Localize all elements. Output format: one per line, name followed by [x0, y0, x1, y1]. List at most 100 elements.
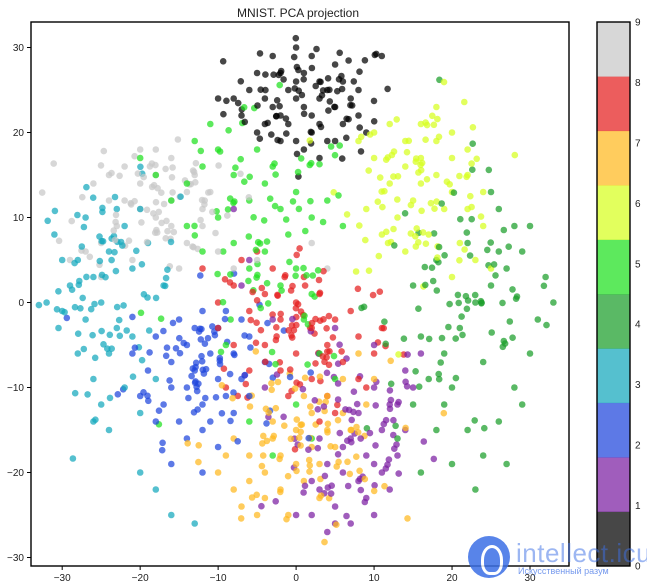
scatter-point-digit-8: [277, 310, 285, 318]
scatter-point-digit-5: [137, 309, 145, 317]
x-tick-label: 30: [524, 573, 536, 584]
scatter-point-digit-5: [261, 180, 269, 187]
colorbar-segment: [597, 22, 630, 77]
scatter-point-digit-1: [331, 503, 339, 510]
scatter-point-digit-7: [335, 458, 342, 466]
scatter-point-digit-8: [277, 316, 284, 323]
scatter-point-digit-8: [301, 282, 309, 289]
scatter-point-digit-8: [308, 324, 316, 332]
scatter-point-digit-0: [308, 112, 316, 119]
scatter-point-digit-1: [344, 482, 352, 490]
scatter-point-digit-1: [394, 401, 401, 408]
scatter-point-digit-5: [324, 197, 331, 204]
scatter-point-digit-6: [472, 256, 479, 264]
scatter-point-digit-5: [227, 316, 234, 323]
scatter-point-digit-4: [430, 230, 438, 237]
scatter-point-digit-3: [133, 247, 140, 255]
scatter-point-digit-3: [58, 256, 66, 264]
scatter-point-digit-5: [245, 277, 252, 285]
scatter-point-digit-7: [222, 452, 230, 459]
scatter-point-digit-2: [216, 360, 224, 368]
scatter-point-digit-1: [299, 385, 307, 393]
scatter-point-digit-6: [422, 119, 429, 126]
scatter-point-digit-9: [112, 211, 120, 219]
scatter-point-digit-3: [74, 211, 81, 219]
scatter-point-digit-2: [246, 392, 253, 400]
scatter-point-digit-8: [319, 353, 327, 360]
scatter-point-digit-4: [485, 166, 493, 174]
scatter-point-digit-6: [395, 351, 402, 358]
scatter-point-digit-2: [144, 367, 152, 374]
scatter-point-digit-0: [295, 66, 302, 74]
scatter-point-digit-7: [307, 403, 314, 410]
scatter-point-digit-5: [289, 198, 297, 205]
scatter-point-digit-4: [448, 384, 456, 391]
scatter-point-digit-0: [270, 71, 277, 78]
scatter-point-digit-1: [334, 451, 342, 458]
scatter-point-digit-2: [160, 401, 167, 408]
scatter-point-digit-6: [402, 248, 409, 255]
scatter-point-digit-2: [159, 439, 166, 447]
scatter-point-digit-1: [324, 528, 331, 536]
scatter-point-digit-0: [370, 97, 378, 105]
scatter-point-digit-6: [422, 136, 429, 143]
scatter-point-digit-8: [308, 375, 316, 383]
scatter-point-digit-4: [445, 323, 452, 331]
scatter-point-digit-2: [212, 394, 220, 401]
scatter-point-digit-6: [511, 151, 519, 159]
scatter-point-digit-0: [274, 136, 281, 144]
scatter-point-digit-7: [214, 469, 222, 476]
scatter-point-digit-4: [503, 265, 510, 272]
scatter-point-digit-8: [287, 287, 295, 294]
scatter-point-digit-1: [269, 316, 277, 323]
scatter-point-digit-0: [318, 92, 326, 99]
scatter-point-digit-5: [336, 142, 344, 149]
scatter-point-digit-1: [363, 494, 370, 502]
colorbar-tick-label: 4: [635, 320, 641, 331]
y-tick-label: −20: [7, 468, 24, 479]
scatter-point-digit-9: [215, 162, 222, 169]
scatter-point-digit-3: [136, 469, 144, 476]
scatter-point-digit-7: [381, 482, 388, 490]
scatter-point-digit-9: [129, 256, 136, 264]
scatter-point-digit-3: [108, 256, 115, 264]
scatter-point-digit-4: [509, 286, 516, 293]
scatter-point-digit-3: [108, 345, 115, 353]
scatter-point-digit-8: [376, 288, 384, 296]
colorbar-segment: [597, 294, 630, 349]
scatter-point-digit-6: [355, 137, 362, 145]
scatter-point-digit-2: [264, 319, 271, 327]
scatter-point-digit-8: [221, 276, 229, 283]
scatter-point-digit-4: [479, 452, 487, 459]
scatter-point-digit-0: [357, 148, 365, 155]
scatter-point-digit-6: [384, 239, 392, 247]
scatter-point-digit-4: [511, 384, 518, 391]
scatter-point-digit-0: [324, 86, 331, 94]
scatter-point-digit-6: [418, 207, 425, 215]
scatter-point-digit-4: [471, 291, 479, 299]
scatter-point-digit-4: [425, 335, 433, 343]
scatter-point-digit-5: [294, 168, 302, 176]
scatter-point-digit-4: [472, 486, 479, 493]
scatter-point-digit-4: [428, 264, 436, 272]
scatter-point-digit-6: [430, 121, 438, 129]
scatter-point-digit-8: [325, 312, 333, 320]
scatter-point-digit-3: [136, 409, 144, 417]
scatter-point-digit-2: [222, 392, 230, 400]
scatter-point-digit-9: [154, 184, 161, 192]
scatter-point-digit-0: [246, 86, 253, 94]
scatter-point-digit-3: [82, 316, 89, 323]
scatter-point-digit-1: [334, 396, 342, 403]
scatter-point-digit-2: [189, 365, 197, 372]
scatter-point-digit-6: [464, 171, 471, 179]
scatter-point-digit-6: [419, 229, 427, 236]
scatter-point-digit-9: [143, 206, 151, 214]
scatter-point-digit-8: [316, 290, 323, 298]
scatter-point-digit-4: [466, 252, 474, 259]
scatter-point-digit-3: [74, 330, 82, 338]
scatter-point-digit-4: [452, 374, 460, 382]
colorbar-tick-label: 8: [635, 78, 641, 89]
scatter-point-digit-4: [463, 305, 471, 313]
scatter-point-digit-6: [448, 273, 456, 281]
scatter-point-digit-8: [214, 324, 222, 332]
